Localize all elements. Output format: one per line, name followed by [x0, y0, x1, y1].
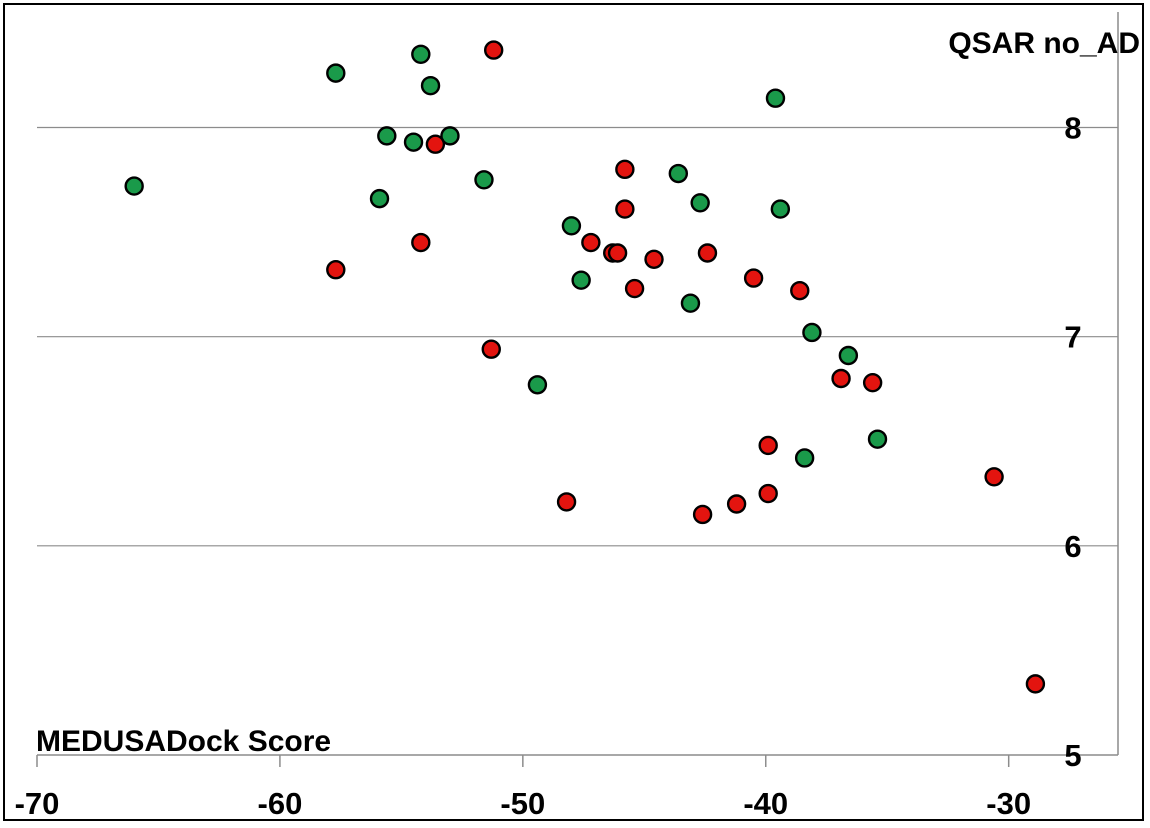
data-point	[1025, 674, 1046, 694]
data-point	[680, 293, 701, 313]
data-point	[440, 126, 460, 146]
gridlines	[37, 126, 1118, 547]
data-point	[581, 232, 601, 253]
data-point	[790, 280, 810, 301]
x-tick-label: -70	[15, 786, 60, 821]
data-point	[561, 216, 582, 236]
data-point	[862, 372, 883, 393]
data-point	[615, 199, 635, 219]
data-point	[326, 63, 346, 83]
data-point	[668, 163, 689, 184]
data-point	[692, 504, 713, 525]
y-tick-label: 6	[1064, 529, 1081, 564]
data-point	[425, 134, 446, 154]
data-point	[726, 494, 747, 514]
data-point	[124, 176, 144, 196]
data-point	[474, 170, 494, 190]
data-point	[644, 249, 664, 269]
data-point	[831, 368, 851, 389]
data-point	[571, 270, 591, 290]
x-tick-label: -60	[258, 786, 303, 821]
data-point	[758, 483, 778, 504]
data-point	[624, 278, 645, 299]
data-point	[615, 159, 635, 180]
data-points	[124, 40, 1046, 694]
data-point	[369, 188, 390, 209]
x-tick-label: -30	[986, 786, 1031, 821]
data-point	[607, 243, 628, 263]
y-tick-label: 5	[1064, 738, 1081, 773]
data-point	[765, 88, 786, 108]
data-point	[411, 232, 431, 253]
data-point	[770, 199, 791, 219]
data-point	[326, 260, 346, 280]
data-point	[556, 492, 577, 512]
x-tick-label: -50	[500, 786, 545, 821]
data-point	[481, 339, 501, 359]
data-point	[377, 126, 397, 146]
x-axis-title: MEDUSADock Score	[36, 725, 331, 758]
data-point	[411, 44, 431, 64]
y-axis-title: QSAR no_AD	[948, 27, 1140, 60]
data-point	[802, 322, 822, 343]
data-point	[403, 132, 424, 152]
data-point	[743, 268, 764, 288]
tick-labels: 5 6 7 8 -70 -60 -50 -40 -30	[15, 111, 1082, 822]
chart-frame	[3, 3, 1144, 821]
data-point	[690, 193, 710, 213]
data-point	[794, 448, 815, 468]
data-point	[483, 40, 504, 60]
data-point	[984, 467, 1004, 487]
data-point	[867, 429, 888, 449]
y-tick-label: 8	[1064, 111, 1081, 146]
axes	[36, 12, 1119, 767]
data-point	[838, 345, 859, 366]
data-point	[527, 375, 548, 395]
data-point	[758, 435, 778, 456]
x-tick-label: -40	[743, 786, 788, 821]
data-point	[420, 75, 441, 96]
data-point	[697, 243, 718, 263]
y-tick-label: 7	[1064, 320, 1081, 355]
